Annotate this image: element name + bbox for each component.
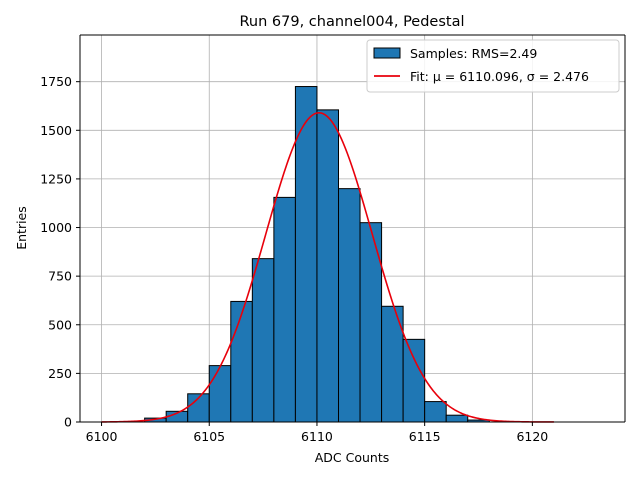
x-tick-label: 6110 bbox=[301, 429, 333, 444]
histogram-bar bbox=[337, 188, 361, 423]
y-tick-label: 1500 bbox=[40, 123, 72, 138]
legend-box bbox=[366, 39, 620, 93]
y-axis-ticks: 0 250 500 750 1000 1250 1500 1750 bbox=[40, 74, 80, 430]
legend: Samples: RMS=2.49 Fit: μ = 6110.096, σ =… bbox=[366, 39, 620, 93]
y-tick-label: 750 bbox=[48, 269, 72, 284]
x-tick-label: 6115 bbox=[409, 429, 441, 444]
legend-label-histogram: Samples: RMS=2.49 bbox=[410, 46, 537, 61]
y-tick-label: 1000 bbox=[40, 220, 72, 235]
fit-curve-group bbox=[101, 111, 554, 423]
histogram-bar bbox=[273, 196, 296, 423]
y-tick-label: 500 bbox=[48, 317, 72, 332]
y-tick-label: 0 bbox=[64, 415, 72, 430]
histogram-bar bbox=[251, 258, 275, 423]
y-tick-label: 250 bbox=[48, 366, 72, 381]
plot-frame bbox=[79, 34, 626, 423]
histogram-bar bbox=[294, 86, 318, 423]
histogram-bar bbox=[230, 300, 253, 423]
histogram-bar bbox=[208, 365, 232, 423]
y-axis-label: Entries bbox=[14, 206, 29, 250]
histogram-bar bbox=[316, 109, 339, 423]
legend-swatch-histogram bbox=[373, 47, 401, 59]
histogram-bar bbox=[424, 401, 447, 423]
histogram-bar bbox=[445, 414, 469, 423]
x-tick-label: 6100 bbox=[86, 429, 118, 444]
legend-label-fit: Fit: μ = 6110.096, σ = 2.476 bbox=[410, 69, 589, 84]
x-axis-ticks: 6100 6105 6110 6115 6120 bbox=[86, 422, 548, 444]
fit-curve bbox=[101, 111, 554, 423]
y-tick-label: 1250 bbox=[40, 171, 72, 186]
y-tick-label: 1750 bbox=[40, 74, 72, 89]
x-axis-label: ADC Counts bbox=[315, 450, 390, 465]
x-tick-label: 6120 bbox=[516, 429, 548, 444]
x-tick-label: 6105 bbox=[193, 429, 225, 444]
chart-title: Run 679, channel004, Pedestal bbox=[239, 14, 464, 30]
histogram-bar bbox=[402, 338, 426, 423]
